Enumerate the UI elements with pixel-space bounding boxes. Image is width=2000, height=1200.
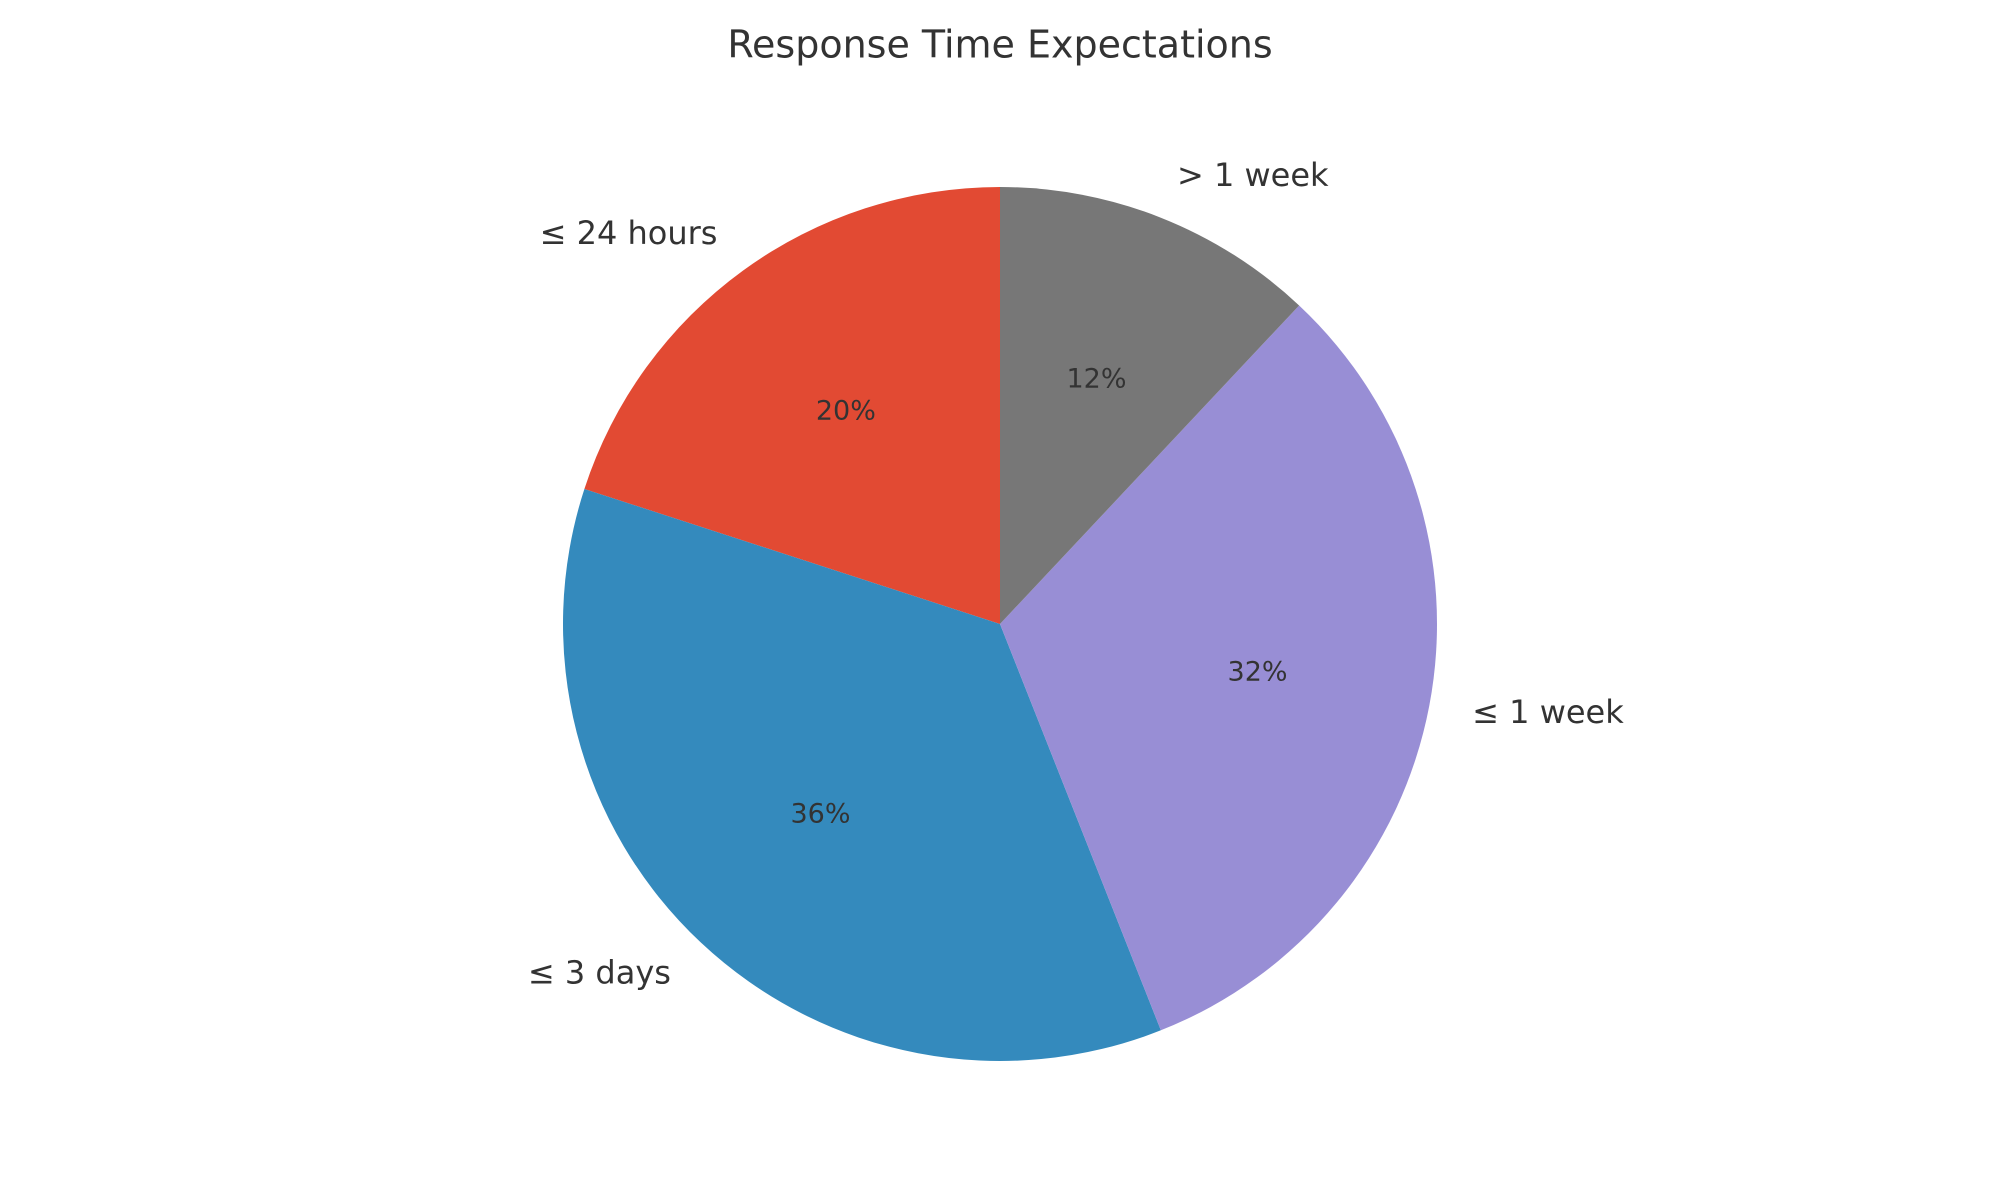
slice-label: ≤ 24 hours	[540, 214, 718, 252]
pie-slice	[563, 488, 1161, 1061]
slice-percent: 12%	[1067, 364, 1127, 395]
pie-slice	[584, 187, 1000, 624]
slice-percent: 32%	[1228, 657, 1288, 688]
chart-title: Response Time Expectations	[727, 23, 1272, 67]
slice-percent: 20%	[816, 395, 876, 426]
slice-label: > 1 week	[1177, 156, 1329, 194]
pie-slice	[1000, 305, 1438, 1031]
pie-slice	[1000, 187, 1300, 624]
slice-percent: 36%	[791, 799, 851, 830]
slice-label: ≤ 1 week	[1472, 693, 1624, 731]
slice-label: ≤ 3 days	[528, 953, 671, 991]
